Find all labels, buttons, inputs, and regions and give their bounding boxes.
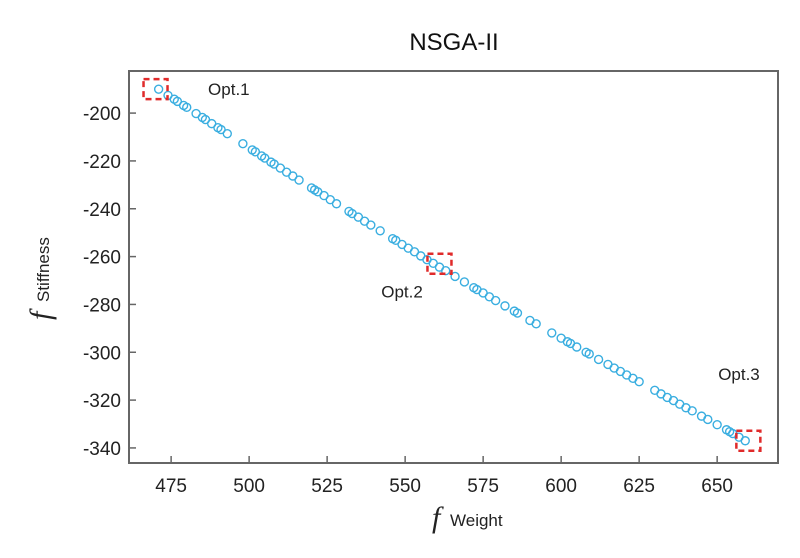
x-axis-label-subscript: Weight (450, 511, 503, 530)
highlight-box (735, 429, 762, 453)
plot-frame (128, 70, 779, 464)
annotation-label: Opt.2 (381, 282, 423, 301)
x-tick-label: 475 (155, 476, 187, 497)
data-point (572, 342, 582, 352)
y-tick-label: -280 (83, 295, 121, 316)
y-axis-label-symbol: f (24, 308, 57, 320)
data-point (366, 220, 376, 230)
data-point (593, 354, 604, 365)
y-tick-label: -260 (83, 248, 121, 269)
data-point (182, 102, 192, 113)
data-point (440, 266, 451, 276)
y-tick-label: -320 (83, 391, 121, 412)
y-axis-label: f Stiffness (24, 237, 57, 320)
data-point (375, 226, 385, 236)
y-axis-label-subscript: Stiffness (34, 237, 53, 302)
data-point (459, 277, 470, 287)
annotation-label: Opt.1 (208, 80, 250, 99)
chart-title: NSGA-II (409, 29, 498, 56)
x-axis-label-symbol: f (432, 501, 444, 534)
data-point (547, 328, 557, 338)
annotation-label: Opt.3 (718, 365, 760, 384)
y-tick-label: -240 (83, 200, 121, 221)
data-point (500, 301, 510, 311)
data-point (634, 376, 644, 387)
x-tick-label: 575 (467, 476, 499, 497)
data-point (238, 139, 248, 149)
data-point (703, 414, 713, 425)
y-tick-label: -200 (83, 104, 121, 125)
data-point (450, 271, 460, 282)
data-point (512, 308, 523, 318)
x-axis-label: f Weight (432, 501, 503, 534)
data-point (331, 199, 342, 209)
y-tick-label: -340 (83, 439, 121, 460)
x-tick-label: 525 (311, 476, 343, 497)
data-point (531, 319, 541, 329)
data-point (222, 128, 232, 139)
annotations: Opt.1 Opt.2 Opt.3 (142, 77, 762, 453)
data-point (294, 175, 304, 185)
x-ticks: 475 500 525 550 575 600 625 650 (155, 456, 733, 497)
x-tick-label: 600 (545, 476, 577, 497)
data-point (712, 420, 722, 430)
x-tick-label: 550 (389, 476, 421, 497)
highlight-box (426, 252, 453, 276)
data-point (490, 295, 501, 306)
data-point (740, 436, 750, 446)
y-tick-label: -300 (83, 343, 121, 364)
data-point (153, 84, 164, 94)
data-point (687, 406, 697, 416)
x-tick-label: 650 (701, 476, 733, 497)
highlight-box (142, 77, 169, 101)
points (153, 84, 750, 446)
data-point (584, 349, 594, 359)
y-ticks: -200 -220 -240 -260 -280 -300 -320 -340 (83, 104, 136, 460)
x-tick-label: 500 (233, 476, 265, 497)
x-tick-label: 625 (623, 476, 655, 497)
y-tick-label: -220 (83, 152, 121, 173)
